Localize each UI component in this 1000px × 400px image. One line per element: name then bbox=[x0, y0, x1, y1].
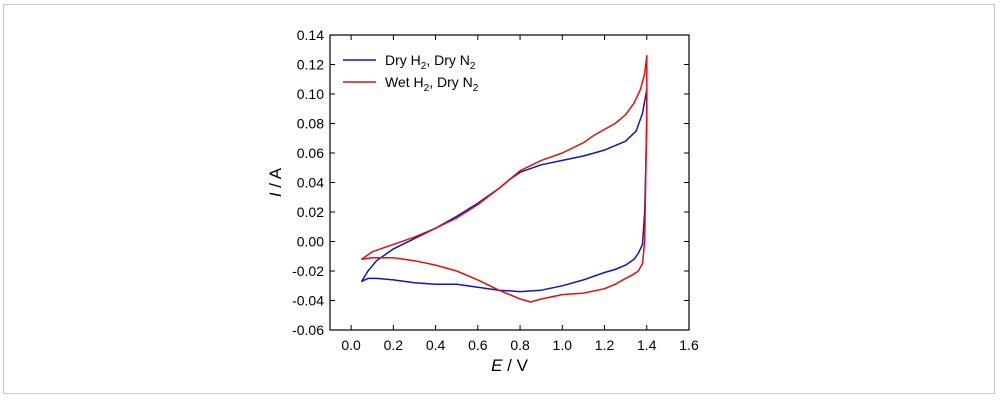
plot-area-border bbox=[329, 34, 690, 331]
series-line-wet-h2 bbox=[360, 54, 648, 303]
x-tick-label: 1.4 bbox=[637, 337, 657, 353]
y-tick-label: 0.08 bbox=[297, 116, 324, 132]
legend: Dry H2, Dry N2 Wet H2, Dry N2 bbox=[343, 52, 479, 94]
series-layer bbox=[360, 54, 648, 303]
y-tick-label: 0.06 bbox=[297, 145, 324, 161]
legend-label-dry-h2: Dry H2, Dry N2 bbox=[385, 52, 476, 72]
y-tick-label: -0.04 bbox=[292, 293, 324, 309]
y-axis-variable: I bbox=[266, 192, 285, 197]
x-tick-label: 0.4 bbox=[426, 337, 446, 353]
x-tick-label: 1.2 bbox=[595, 337, 615, 353]
tick-layer bbox=[330, 34, 690, 331]
x-tick-label: 1.0 bbox=[553, 337, 573, 353]
figure-frame bbox=[3, 4, 995, 394]
y-axis-title: I / A bbox=[266, 167, 285, 197]
x-axis-variable: E bbox=[491, 356, 503, 375]
y-tick-label: 0.02 bbox=[297, 204, 324, 220]
tick-label-layer: 0.0 0.2 0.4 0.6 0.8 1.0 1.2 1.4 1.6 -0.06 -0.04 -0.… bbox=[292, 27, 699, 353]
x-tick-label: 0.8 bbox=[510, 337, 530, 353]
x-tick-label: 0.2 bbox=[384, 337, 404, 353]
series-line-dry-h2 bbox=[360, 88, 648, 293]
y-tick-label: 0.00 bbox=[297, 234, 324, 250]
x-tick-label: 0.0 bbox=[341, 337, 361, 353]
y-tick-label: -0.06 bbox=[292, 322, 324, 338]
legend-label-wet-h2: Wet H2, Dry N2 bbox=[385, 74, 479, 94]
y-tick-label: -0.02 bbox=[292, 263, 324, 279]
y-axis-unit: / A bbox=[266, 167, 285, 192]
y-tick-label: 0.14 bbox=[297, 27, 324, 43]
x-axis-title: E / V bbox=[491, 356, 529, 375]
x-tick-label: 1.6 bbox=[679, 337, 699, 353]
x-tick-label: 0.6 bbox=[468, 337, 488, 353]
y-tick-label: 0.10 bbox=[297, 86, 324, 102]
y-tick-label: 0.04 bbox=[297, 175, 324, 191]
x-axis-unit: / V bbox=[502, 356, 528, 375]
y-tick-label: 0.12 bbox=[297, 57, 324, 73]
